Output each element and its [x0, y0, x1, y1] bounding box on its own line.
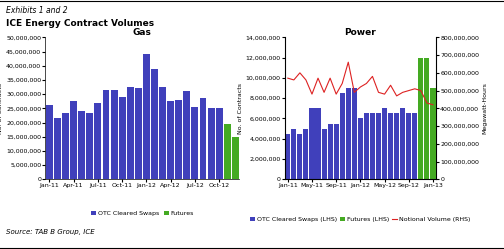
Bar: [412, 113, 417, 179]
Bar: [86, 113, 93, 179]
Bar: [346, 88, 351, 179]
Bar: [216, 108, 223, 179]
Bar: [418, 58, 423, 179]
Bar: [175, 100, 182, 179]
Bar: [430, 88, 435, 179]
Bar: [352, 88, 357, 179]
Bar: [303, 128, 308, 179]
Bar: [406, 113, 411, 179]
Bar: [285, 134, 290, 179]
Bar: [143, 54, 150, 179]
Bar: [183, 91, 191, 179]
Bar: [382, 108, 387, 179]
Bar: [208, 108, 215, 179]
Bar: [224, 124, 231, 179]
Bar: [232, 137, 239, 179]
Title: Power: Power: [345, 28, 376, 37]
Legend: OTC Cleared Swaps, Futures: OTC Cleared Swaps, Futures: [88, 208, 197, 219]
Bar: [394, 113, 399, 179]
Bar: [54, 118, 61, 179]
Bar: [297, 134, 302, 179]
Bar: [309, 108, 314, 179]
Bar: [78, 111, 85, 179]
Bar: [127, 87, 134, 179]
Bar: [119, 97, 125, 179]
Bar: [424, 58, 429, 179]
Bar: [322, 128, 327, 179]
Bar: [291, 128, 296, 179]
Bar: [102, 90, 109, 179]
Bar: [46, 106, 53, 179]
Bar: [358, 119, 363, 179]
Bar: [94, 103, 101, 179]
Bar: [70, 101, 77, 179]
Y-axis label: No. of Contracts: No. of Contracts: [238, 83, 243, 134]
Bar: [62, 113, 69, 179]
Y-axis label: Megawatt-Hours: Megawatt-Hours: [482, 82, 487, 134]
Bar: [388, 113, 393, 179]
Text: ICE Energy Contract Volumes: ICE Energy Contract Volumes: [6, 19, 154, 28]
Legend: OTC Cleared Swaps (LHS), Futures (LHS), Notional Volume (RHS): OTC Cleared Swaps (LHS), Futures (LHS), …: [247, 214, 473, 224]
Y-axis label: No. of Contracts: No. of Contracts: [0, 83, 4, 134]
Title: Gas: Gas: [133, 28, 152, 37]
Bar: [400, 108, 405, 179]
Bar: [135, 88, 142, 179]
Bar: [200, 98, 207, 179]
Bar: [159, 87, 166, 179]
Bar: [340, 93, 345, 179]
Bar: [370, 113, 375, 179]
Bar: [111, 90, 117, 179]
Bar: [167, 101, 174, 179]
Bar: [364, 113, 369, 179]
Bar: [334, 124, 339, 179]
Text: Source: TAB B Group, ICE: Source: TAB B Group, ICE: [6, 229, 95, 235]
Bar: [151, 68, 158, 179]
Bar: [316, 108, 321, 179]
Bar: [376, 113, 381, 179]
Bar: [328, 124, 333, 179]
Text: Exhibits 1 and 2: Exhibits 1 and 2: [6, 6, 68, 15]
Bar: [192, 107, 199, 179]
